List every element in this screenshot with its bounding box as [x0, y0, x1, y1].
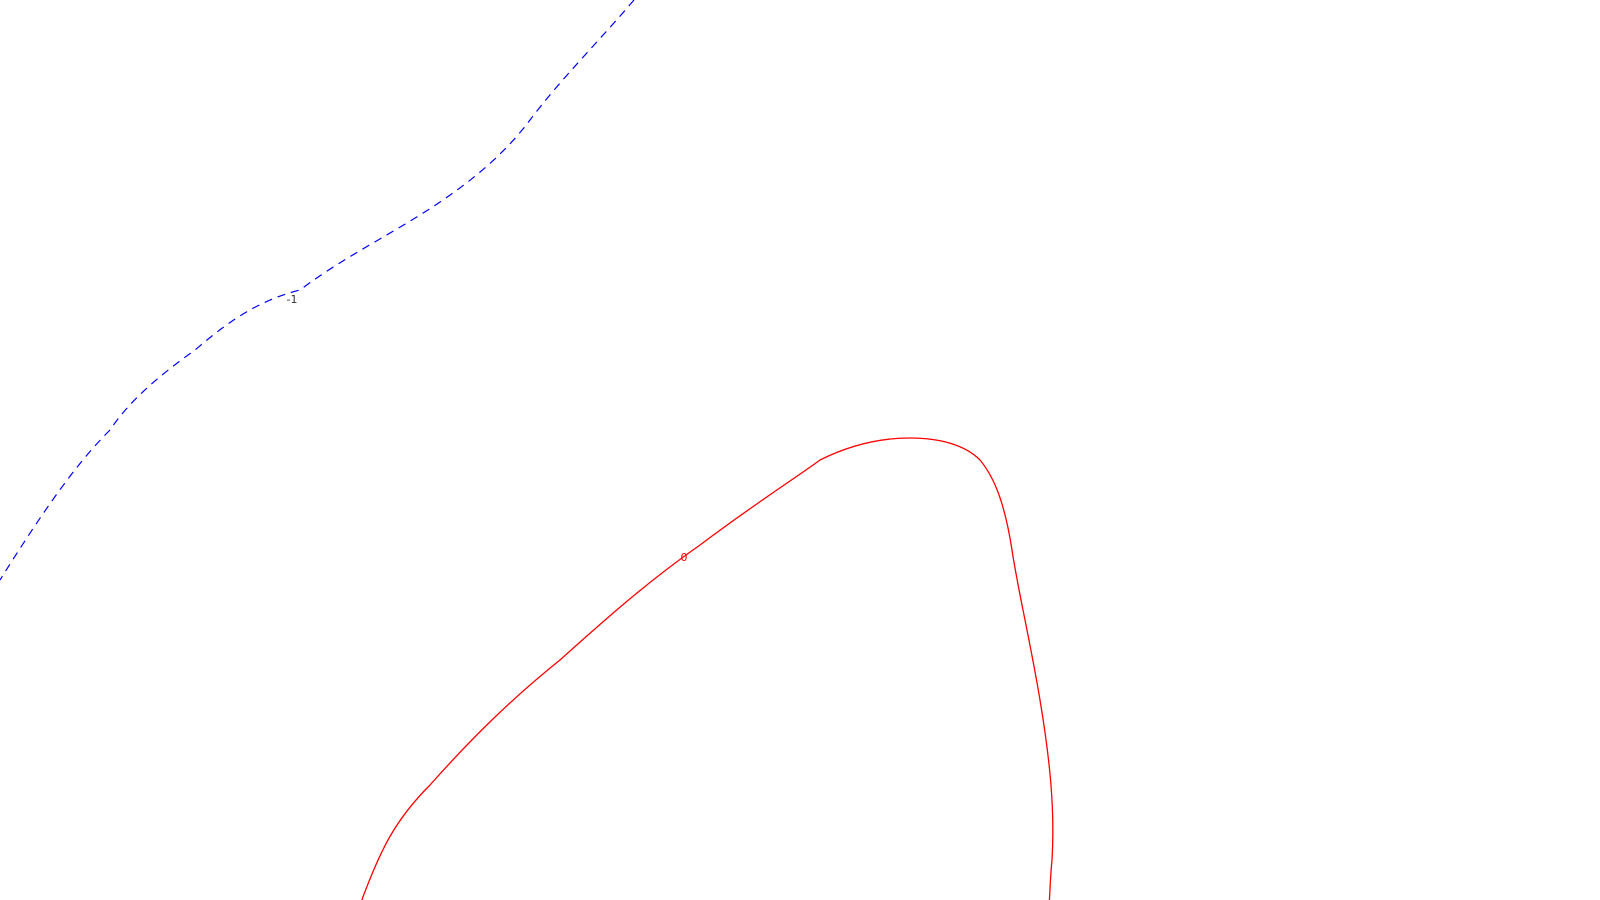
contour-label-0: 0	[681, 551, 688, 564]
contour-line-minus-1	[0, 0, 635, 581]
contour-line-0	[361, 437, 1054, 900]
contour-label-minus-1: -1	[287, 293, 298, 306]
